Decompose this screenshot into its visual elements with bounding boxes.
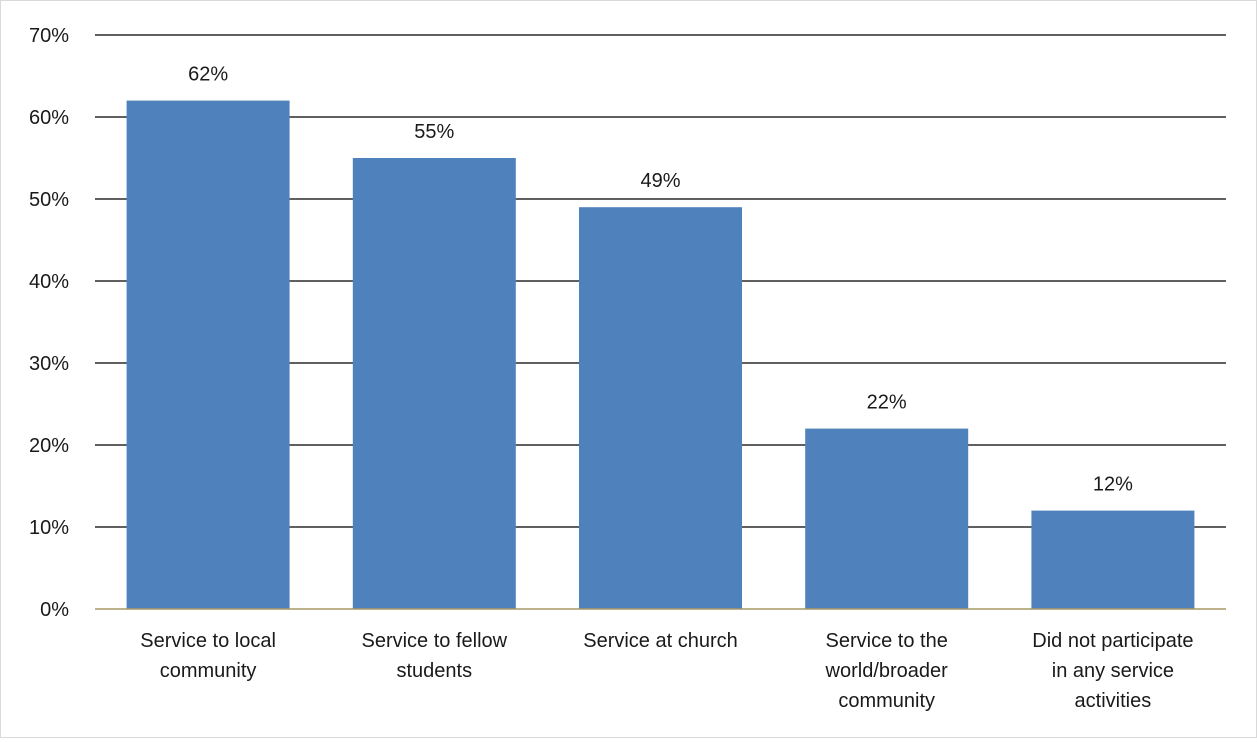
y-tick-label: 50% [29,189,69,211]
category-label: Service at church [583,630,738,652]
y-tick-label: 10% [29,517,69,539]
bar [579,207,742,609]
category-label-line: Service to fellow [361,630,507,652]
bar [126,100,290,609]
category-label-line: Service to local [140,630,276,652]
category-label-line: Service at church [583,630,738,652]
bar [352,158,516,609]
category-label-line: community [838,690,935,712]
y-tick-label: 60% [29,107,69,129]
bar-value-label: 55% [414,121,454,143]
category-label-line: students [396,660,472,682]
bars [126,100,1195,609]
category-label: Did not participate in any service activit… [1032,630,1193,712]
y-tick-label: 40% [29,271,69,293]
category-label-line: Did not participate [1032,630,1193,652]
category-label-line: Service to the [826,630,948,652]
y-tick-label: 20% [29,435,69,457]
category-label-line: in any service [1052,660,1174,682]
y-tick-label: 0% [40,599,69,621]
y-axis-tick-labels: 0% 10% 20% 30% 40% 50% 60% 70% [29,25,69,621]
category-label: Service to the world/broader community [825,630,949,712]
bar-value-label: 62% [188,64,228,86]
bar-value-label: 22% [867,392,907,414]
category-label-line: world/broader [825,660,949,682]
category-label: Service to fellow students [361,630,507,682]
category-label: Service to local community [140,630,276,682]
category-label-line: community [160,660,257,682]
bar [805,428,969,609]
y-tick-label: 30% [29,353,69,375]
y-tick-label: 70% [29,25,69,47]
bar [1031,510,1195,609]
bar-value-label: 49% [640,170,680,192]
data-labels: 62% 55% 49% 22% 12% [188,64,1133,496]
bar-value-label: 12% [1093,474,1133,496]
x-axis-category-labels: Service to local community Service to fell… [140,630,1193,712]
category-label-line: activities [1075,690,1152,712]
